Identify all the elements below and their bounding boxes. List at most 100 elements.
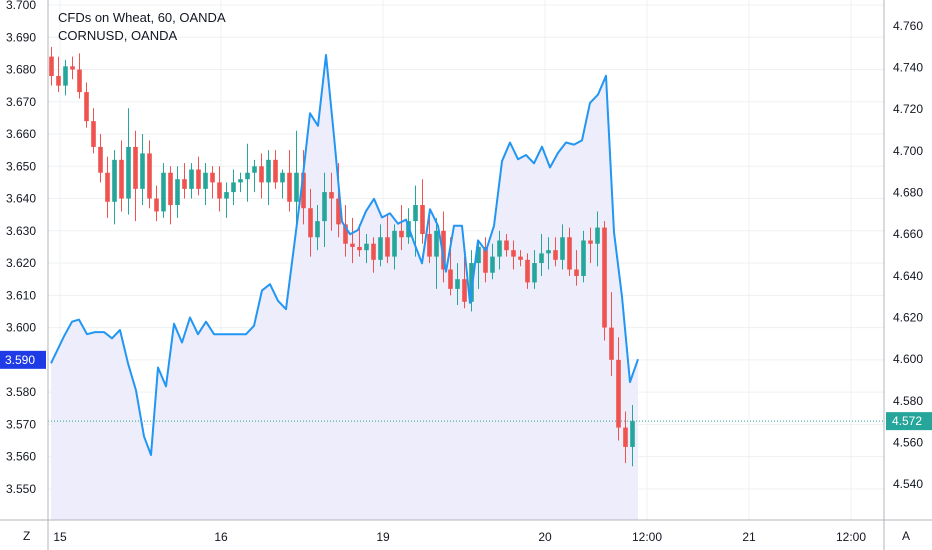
- candle: [322, 172, 327, 247]
- left-price-badge-label: 3.590: [5, 353, 35, 367]
- candle: [105, 156, 110, 218]
- candle-body: [413, 205, 418, 222]
- right-axis-ticks: 4.760 4.740 4.720 4.700 4.680 4.660 4.640 4.620…: [893, 19, 923, 491]
- compare-series-line: [50, 54, 639, 456]
- candle-body: [84, 92, 89, 122]
- candle-body: [616, 359, 621, 428]
- candle: [56, 56, 61, 93]
- candle-body: [630, 421, 635, 447]
- right-price-axis[interactable]: [884, 0, 932, 520]
- time-tick-label: 15: [53, 530, 67, 544]
- candle-body: [385, 237, 390, 257]
- left-tick-label: 3.670: [6, 95, 36, 109]
- candle-body: [588, 240, 593, 244]
- candle: [350, 217, 355, 264]
- compare-area-fill: [51, 55, 638, 520]
- left-price-axis[interactable]: [0, 0, 48, 520]
- candle: [140, 134, 145, 205]
- candle-body: [273, 159, 278, 183]
- left-axis-ticks: 3.700 3.690 3.680 3.670 3.660 3.650 3.640 3.630…: [6, 0, 36, 496]
- right-tick-label: 4.700: [893, 144, 923, 158]
- candle: [308, 188, 313, 257]
- candle: [623, 411, 628, 464]
- time-tick-label: 12:00: [836, 530, 866, 544]
- candle: [126, 108, 131, 215]
- candle-body: [455, 279, 460, 289]
- candle: [483, 237, 488, 283]
- candle-body: [147, 153, 152, 199]
- left-tick-label: 3.690: [6, 30, 36, 44]
- candle: [462, 256, 467, 309]
- left-tick-label: 3.660: [6, 127, 36, 141]
- candle-body: [476, 246, 481, 264]
- candle: [63, 59, 68, 96]
- candle: [343, 205, 348, 257]
- candle: [203, 163, 208, 205]
- candle: [574, 250, 579, 286]
- candle-body: [126, 146, 131, 199]
- candle-body: [301, 172, 306, 209]
- candle: [147, 140, 152, 209]
- chart-title[interactable]: CFDs on Wheat, 60, OANDA: [58, 10, 226, 25]
- candle: [189, 163, 194, 199]
- right-tick-label: 4.740: [893, 61, 923, 75]
- candle-body: [567, 237, 572, 270]
- auto-scale-button[interactable]: Z: [20, 527, 36, 543]
- candle: [273, 150, 278, 189]
- candle-body: [70, 66, 75, 70]
- candle: [357, 224, 362, 257]
- candle: [455, 263, 460, 305]
- left-tick-label: 3.680: [6, 63, 36, 77]
- candle-body: [525, 259, 530, 283]
- candle-body: [266, 159, 271, 183]
- candle-body: [63, 66, 68, 86]
- candle: [441, 211, 446, 283]
- time-tick-label: 12:00: [632, 530, 662, 544]
- candle-body: [161, 172, 166, 212]
- candle-body: [140, 153, 145, 189]
- candle-body: [511, 250, 516, 257]
- candle-body: [448, 269, 453, 289]
- candle: [378, 224, 383, 267]
- candle: [49, 46, 54, 86]
- compare-line-path: [50, 54, 639, 456]
- candles: [49, 46, 635, 467]
- candle: [70, 56, 75, 80]
- right-price-badge-label: 4.572: [892, 414, 922, 428]
- candle-body: [56, 75, 61, 86]
- time-axis[interactable]: [0, 520, 932, 550]
- left-tick-label: 3.650: [6, 159, 36, 173]
- candle-body: [441, 230, 446, 270]
- zoom-button-label: Z: [23, 529, 30, 543]
- right-tick-label: 4.760: [893, 19, 923, 33]
- candle: [168, 166, 173, 225]
- candle: [427, 214, 432, 264]
- candle: [504, 234, 509, 257]
- candle: [329, 172, 334, 231]
- left-tick-label: 3.610: [6, 288, 36, 302]
- candle-body: [287, 172, 292, 202]
- time-tick-label: 21: [742, 530, 756, 544]
- right-tick-label: 4.720: [893, 102, 923, 116]
- candle: [609, 292, 614, 376]
- auto-scale-right-button[interactable]: A: [898, 527, 916, 543]
- right-tick-label: 4.560: [893, 436, 923, 450]
- candle-body: [105, 172, 110, 202]
- candle-body: [133, 146, 138, 189]
- candle-body: [420, 205, 425, 235]
- candle: [196, 156, 201, 196]
- candle: [539, 234, 544, 276]
- left-tick-label: 3.630: [6, 224, 36, 238]
- candle: [252, 159, 257, 193]
- candle-body: [154, 198, 159, 212]
- candle: [581, 230, 586, 283]
- candle: [259, 153, 264, 199]
- candle-body: [231, 182, 236, 193]
- compare-series-legend[interactable]: CORNUSD, OANDA: [58, 28, 178, 43]
- candle-body: [294, 172, 299, 202]
- candle-body: [315, 221, 320, 238]
- candle: [385, 214, 390, 264]
- candle: [371, 237, 376, 273]
- candle-body: [91, 121, 96, 147]
